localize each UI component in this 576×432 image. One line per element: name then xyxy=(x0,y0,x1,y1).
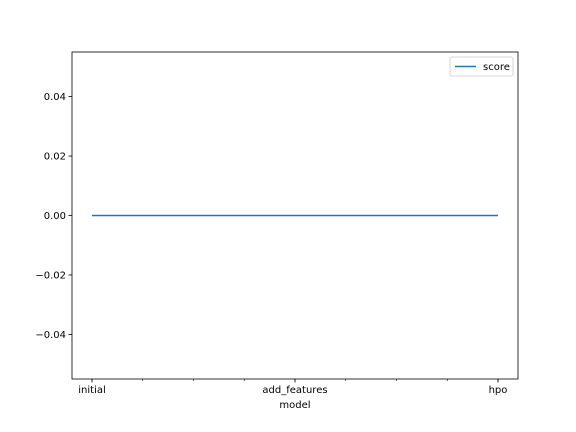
legend-label-score: score xyxy=(483,62,510,73)
x-axis-label: model xyxy=(279,400,310,411)
x-tick-label: add_features xyxy=(262,385,327,396)
x-axis: initial add_features hpo xyxy=(78,379,507,396)
legend: score xyxy=(449,56,514,77)
x-tick-label: initial xyxy=(78,385,106,396)
y-tick-label: 0.04 xyxy=(44,92,66,103)
x-tick-label: hpo xyxy=(489,385,508,396)
y-axis: −0.04 −0.02 0.00 0.02 0.04 xyxy=(35,92,72,341)
y-tick-label: −0.04 xyxy=(35,330,66,341)
legend-frame xyxy=(449,56,514,77)
y-tick-label: 0.00 xyxy=(44,211,66,222)
plot-frame xyxy=(71,51,519,380)
y-tick-label: −0.02 xyxy=(35,270,66,281)
y-tick-label: 0.02 xyxy=(44,152,66,163)
